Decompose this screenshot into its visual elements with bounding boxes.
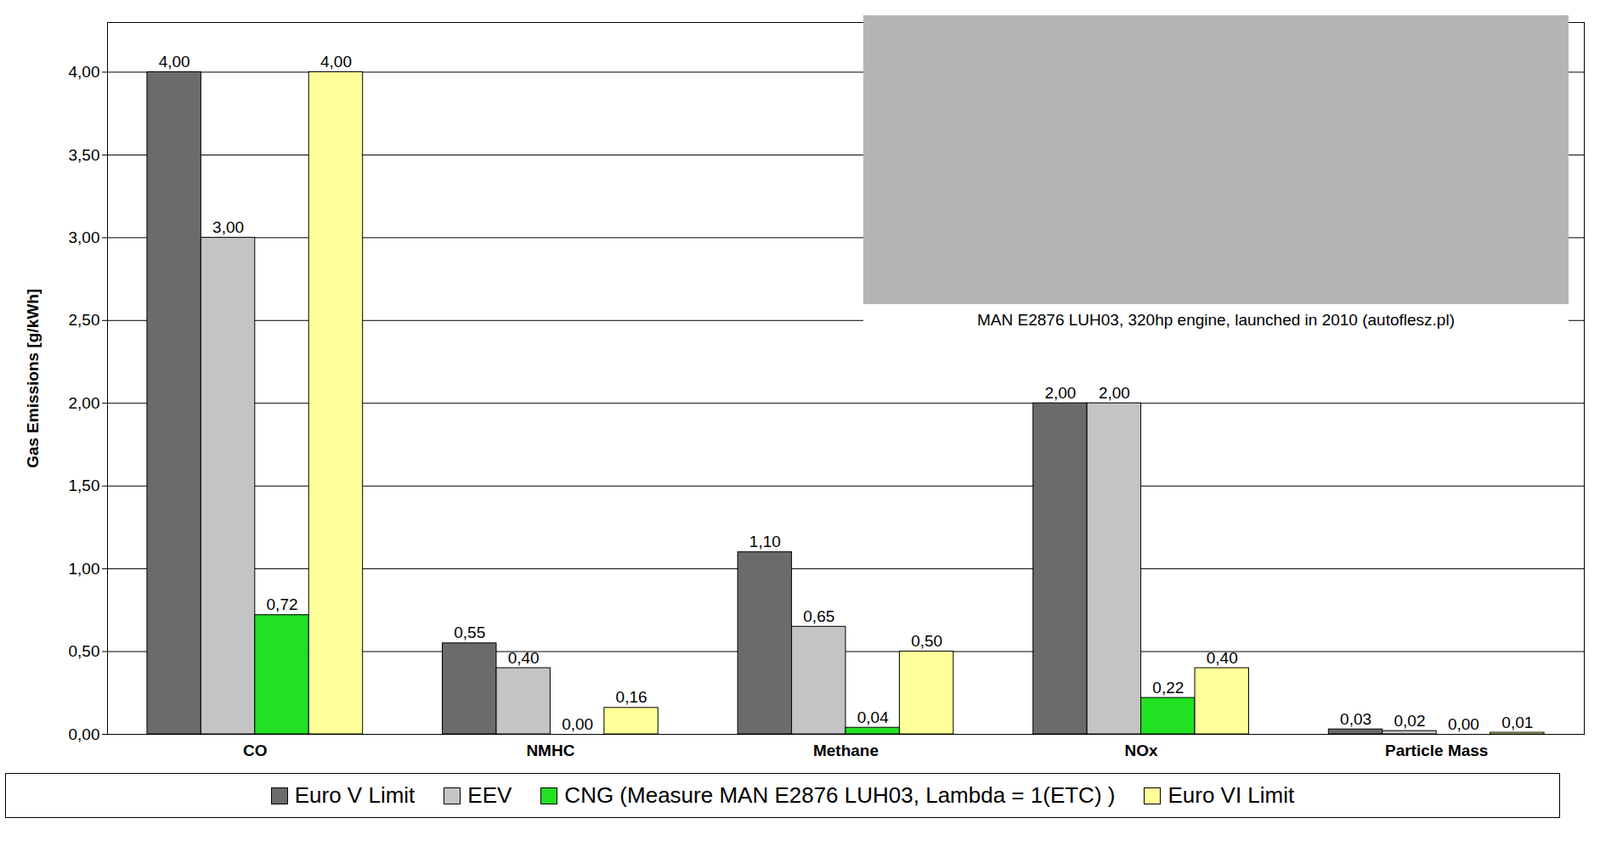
svg-text:3,00: 3,00 (212, 218, 244, 237)
svg-text:Particle Mass: Particle Mass (1385, 741, 1488, 760)
html-text:Euro VI Limit: Euro VI Limit (1167, 782, 1295, 809)
svg-text:0,00: 0,00 (561, 715, 594, 734)
svg-text:0,00: 0,00 (1447, 715, 1480, 734)
svg-text:3,50: 3,50 (68, 145, 101, 164)
svg-text:0,40: 0,40 (1206, 649, 1239, 668)
html-text:EEV: EEV (467, 782, 512, 809)
svg-text:2,00: 2,00 (68, 394, 101, 413)
svg-text:4,00: 4,00 (320, 52, 352, 71)
svg-text:4,00: 4,00 (158, 52, 191, 71)
svg-text:3,00: 3,00 (68, 228, 101, 247)
html-text:MAN E2876 LUH03, 320hp engine,: MAN E2876 LUH03, 320hp engine, launched … (977, 310, 1455, 329)
svg-text:2,50: 2,50 (68, 310, 101, 329)
svg-text:2,00: 2,00 (1098, 384, 1131, 402)
svg-text:1,00: 1,00 (68, 559, 101, 578)
svg-text:0,72: 0,72 (266, 595, 299, 614)
svg-text:0,02: 0,02 (1393, 712, 1425, 730)
svg-text:0,00: 0,00 (68, 725, 101, 744)
html-text:Euro V Limit: Euro V Limit (294, 782, 415, 809)
svg-text:0,01: 0,01 (1501, 713, 1533, 732)
svg-text:2,00: 2,00 (1044, 384, 1076, 402)
svg-text:1,10: 1,10 (749, 532, 781, 551)
svg-text:CO: CO (243, 741, 268, 760)
svg-text:0,65: 0,65 (802, 607, 835, 626)
svg-text:0,55: 0,55 (453, 623, 486, 642)
svg-text:4,00: 4,00 (68, 62, 101, 81)
svg-text:0,40: 0,40 (508, 649, 540, 668)
html-text:CNG (Measure MAN E2876 LUH03,: CNG (Measure MAN E2876 LUH03, Lambda = 1… (564, 782, 1116, 809)
svg-text:0,22: 0,22 (1152, 678, 1184, 697)
svg-text:NMHC: NMHC (525, 741, 575, 760)
svg-text:Gas Emissions [g/kWh]: Gas Emissions [g/kWh] (23, 288, 42, 469)
svg-text:Methane: Methane (813, 741, 879, 760)
svg-text:0,50: 0,50 (910, 632, 943, 651)
svg-text:0,03: 0,03 (1339, 710, 1372, 729)
svg-text:1,50: 1,50 (68, 476, 101, 495)
svg-text:NOx: NOx (1125, 741, 1160, 760)
svg-text:0,04: 0,04 (857, 708, 889, 727)
svg-text:0,50: 0,50 (68, 642, 101, 661)
svg-text:0,16: 0,16 (616, 688, 648, 707)
